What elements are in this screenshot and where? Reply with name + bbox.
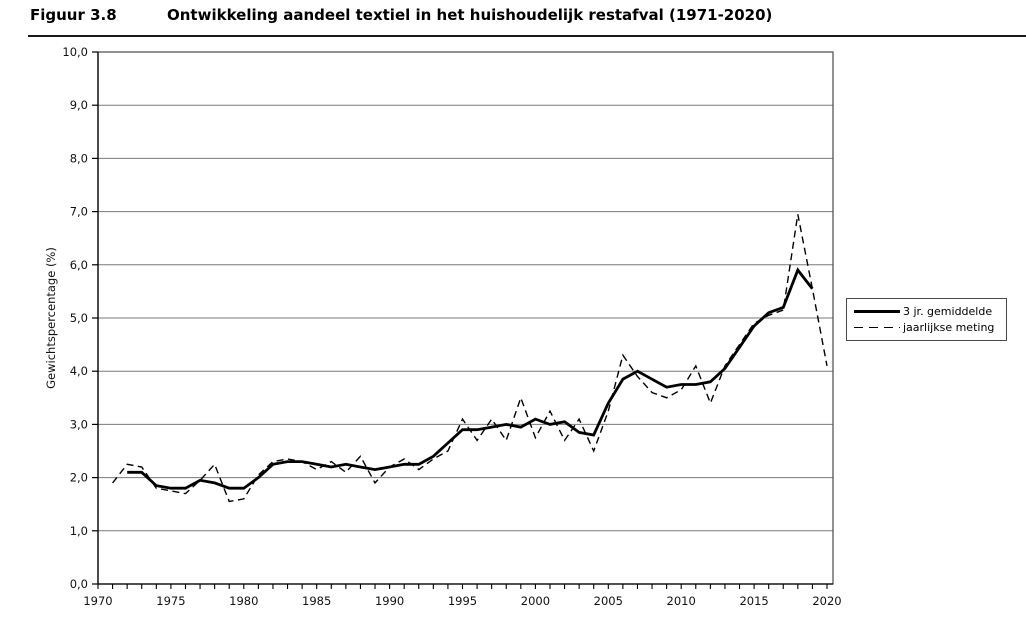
- y-axis-tick-label: 8,0: [70, 151, 88, 165]
- x-axis-tick-label: 1970: [83, 594, 112, 608]
- y-axis-tick-label: 3,0: [70, 417, 88, 431]
- x-axis-tick-label: 2005: [594, 594, 623, 608]
- y-axis-title: Gewichtspercentage (%): [44, 247, 58, 389]
- legend-box: 3 jr. gemiddelde jaarlijkse meting: [846, 298, 1007, 341]
- legend-label-3jr-gemiddelde: 3 jr. gemiddelde: [903, 305, 993, 318]
- y-axis-tick-label: 0,0: [70, 577, 88, 591]
- x-axis-tick-label: 1980: [229, 594, 258, 608]
- x-axis-tick-label: 2015: [739, 594, 768, 608]
- x-axis-tick-label: 1975: [156, 594, 185, 608]
- x-axis-tick-label: 1985: [302, 594, 331, 608]
- y-axis-tick-label: 10,0: [62, 45, 88, 59]
- legend-label-jaarlijkse-meting: jaarlijkse meting: [903, 321, 995, 334]
- legend-dashed-line-sample: [854, 326, 900, 329]
- y-axis-tick-label: 2,0: [70, 471, 88, 485]
- figure-number-label: Figuur 3.8: [30, 6, 117, 24]
- x-axis-tick-label: 1990: [375, 594, 404, 608]
- title-underline: [28, 35, 1026, 37]
- x-axis-tick-label: 2020: [812, 594, 841, 608]
- y-axis-tick-label: 9,0: [70, 98, 88, 112]
- figure-title: Ontwikkeling aandeel textiel in het huis…: [167, 6, 773, 24]
- series-line-jaarlijkse-meting: [112, 214, 828, 503]
- y-axis-tick-label: 1,0: [70, 524, 88, 538]
- y-axis-tick-label: 7,0: [70, 205, 88, 219]
- y-axis-tick-label: 4,0: [70, 364, 88, 378]
- series-line-3-jr-gemiddelde: [127, 267, 814, 490]
- legend-solid-line-sample: [854, 310, 900, 313]
- x-axis-tick-label: 2000: [521, 594, 550, 608]
- x-axis-tick-label: 2010: [667, 594, 696, 608]
- legend-item-3jr-gemiddelde: 3 jr. gemiddelde: [847, 304, 1006, 320]
- y-axis-tick-label: 5,0: [70, 311, 88, 325]
- legend-item-jaarlijkse-meting: jaarlijkse meting: [847, 320, 1006, 336]
- y-axis-tick-label: 6,0: [70, 258, 88, 272]
- x-axis-tick-label: 1995: [448, 594, 477, 608]
